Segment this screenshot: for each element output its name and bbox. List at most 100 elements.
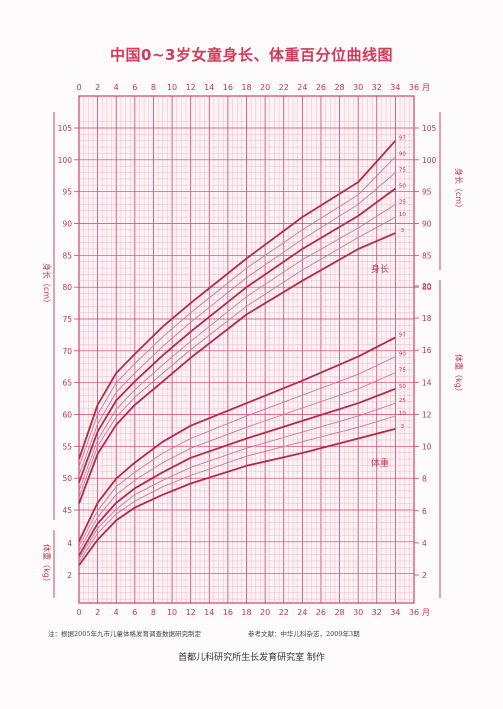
weight-percentile-label: 25 bbox=[399, 398, 406, 404]
wt-tick-right: 6 bbox=[422, 507, 427, 516]
weight-curve-p90 bbox=[78, 356, 396, 547]
len-tick-left: 45 bbox=[62, 506, 72, 515]
len-tick-left: 75 bbox=[62, 315, 72, 324]
len-tick-left: 65 bbox=[62, 379, 72, 388]
length-curve-p75 bbox=[78, 172, 396, 476]
x-tick-top: 28 bbox=[334, 83, 344, 92]
wt-tick-right: 20 bbox=[422, 282, 432, 291]
x-unit-top: 月 bbox=[422, 83, 430, 92]
wt-tick-left: 4 bbox=[67, 539, 72, 548]
wt-tick-left: 2 bbox=[67, 571, 72, 580]
x-tick-bottom: 24 bbox=[297, 608, 307, 617]
length-curve-p50 bbox=[78, 187, 396, 483]
len-tick-right: 95 bbox=[422, 188, 432, 197]
x-tick-top: 22 bbox=[279, 83, 289, 92]
x-tick-bottom: 4 bbox=[114, 608, 119, 617]
x-tick-top: 36 bbox=[409, 83, 419, 92]
length-percentile-label: 90 bbox=[399, 152, 406, 158]
x-tick-top: 6 bbox=[132, 83, 137, 92]
length-curve-p10 bbox=[78, 216, 396, 498]
weight-curve-p97 bbox=[78, 336, 396, 542]
weight-curve-p10 bbox=[78, 415, 396, 563]
x-tick-top: 12 bbox=[186, 83, 196, 92]
x-tick-bottom: 18 bbox=[241, 608, 251, 617]
weight-axis-label-left: 体重（kg） bbox=[42, 544, 52, 586]
weight-curve-p50 bbox=[78, 387, 396, 557]
x-tick-bottom: 32 bbox=[372, 608, 382, 617]
weight-axis-label-right: 体重（kg） bbox=[454, 354, 464, 396]
length-percentile-label: 10 bbox=[399, 212, 406, 218]
x-tick-bottom: 14 bbox=[204, 608, 214, 617]
weight-group-label: 体重 bbox=[371, 457, 389, 469]
x-tick-bottom: 8 bbox=[151, 608, 156, 617]
weight-percentile-label: 90 bbox=[399, 352, 406, 358]
length-group-label: 身长 bbox=[371, 263, 389, 275]
x-tick-bottom: 22 bbox=[279, 608, 289, 617]
x-unit-bottom: 月 bbox=[422, 608, 430, 617]
len-tick-left: 85 bbox=[62, 251, 72, 260]
len-tick-left: 70 bbox=[62, 347, 72, 356]
len-tick-right: 85 bbox=[422, 251, 432, 260]
len-tick-left: 95 bbox=[62, 188, 72, 197]
weight-percentile-label: 3 bbox=[401, 424, 405, 430]
length-percentile-label: 25 bbox=[399, 199, 406, 205]
wt-tick-right: 16 bbox=[422, 346, 432, 355]
x-tick-top: 8 bbox=[151, 83, 156, 92]
x-tick-bottom: 34 bbox=[390, 608, 400, 617]
data-source-note: 注：根据2005年九市儿童体格发育调查数据研究制定 bbox=[48, 630, 202, 638]
length-percentile-label: 3 bbox=[401, 228, 405, 234]
length-curve-p25 bbox=[78, 204, 396, 492]
length-percentile-label: 50 bbox=[399, 183, 406, 189]
len-tick-left: 90 bbox=[62, 220, 72, 229]
wt-tick-right: 10 bbox=[422, 443, 432, 452]
x-tick-bottom: 6 bbox=[132, 608, 137, 617]
len-tick-left: 50 bbox=[62, 474, 72, 483]
len-tick-right: 90 bbox=[422, 220, 432, 229]
length-curve-p90 bbox=[78, 156, 396, 467]
x-tick-top: 34 bbox=[390, 83, 400, 92]
weight-curve-p75 bbox=[78, 372, 396, 552]
x-tick-bottom: 20 bbox=[260, 608, 270, 617]
x-tick-bottom: 36 bbox=[409, 608, 419, 617]
len-tick-left: 55 bbox=[62, 442, 72, 451]
x-tick-top: 20 bbox=[260, 83, 270, 92]
x-tick-bottom: 28 bbox=[334, 608, 344, 617]
len-tick-left: 105 bbox=[58, 124, 73, 133]
x-tick-top: 32 bbox=[372, 83, 382, 92]
x-tick-bottom: 2 bbox=[95, 608, 100, 617]
length-percentile-label: 75 bbox=[399, 168, 406, 174]
credit-line: 首都儿科研究所生长发育研究室 制作 bbox=[178, 653, 325, 663]
wt-tick-right: 12 bbox=[422, 410, 432, 419]
x-tick-top: 26 bbox=[316, 83, 326, 92]
weight-percentile-label: 97 bbox=[399, 332, 406, 338]
reference-note: 参考文献：中华儿科杂志，2009年3期 bbox=[248, 630, 360, 638]
len-tick-right: 80 bbox=[422, 283, 432, 292]
x-tick-bottom: 16 bbox=[223, 608, 233, 617]
len-tick-left: 80 bbox=[62, 283, 72, 292]
x-tick-top: 2 bbox=[95, 83, 100, 92]
length-axis-label-right: 身长（cm） bbox=[454, 168, 464, 212]
x-tick-top: 0 bbox=[76, 83, 81, 92]
x-tick-top: 18 bbox=[241, 83, 251, 92]
weight-curve-p25 bbox=[78, 402, 396, 560]
weight-percentile-label: 75 bbox=[399, 368, 406, 374]
len-tick-left: 100 bbox=[58, 156, 73, 165]
length-curve-p3 bbox=[78, 232, 396, 504]
x-tick-top: 16 bbox=[223, 83, 233, 92]
weight-percentile-label: 50 bbox=[399, 384, 406, 390]
x-tick-bottom: 0 bbox=[76, 608, 81, 617]
length-percentile-label: 97 bbox=[399, 136, 406, 142]
x-tick-bottom: 10 bbox=[167, 608, 177, 617]
wt-tick-right: 14 bbox=[422, 378, 432, 387]
len-tick-right: 100 bbox=[422, 156, 437, 165]
x-tick-bottom: 30 bbox=[353, 608, 363, 617]
chart-title: 中国0~3岁女童身长、体重百分位曲线图 bbox=[110, 46, 393, 64]
x-tick-top: 30 bbox=[353, 83, 363, 92]
x-tick-bottom: 26 bbox=[316, 608, 326, 617]
len-tick-right: 105 bbox=[422, 124, 437, 133]
weight-percentile-label: 10 bbox=[399, 411, 406, 417]
wt-tick-right: 2 bbox=[422, 571, 427, 580]
wt-tick-right: 8 bbox=[422, 475, 427, 484]
